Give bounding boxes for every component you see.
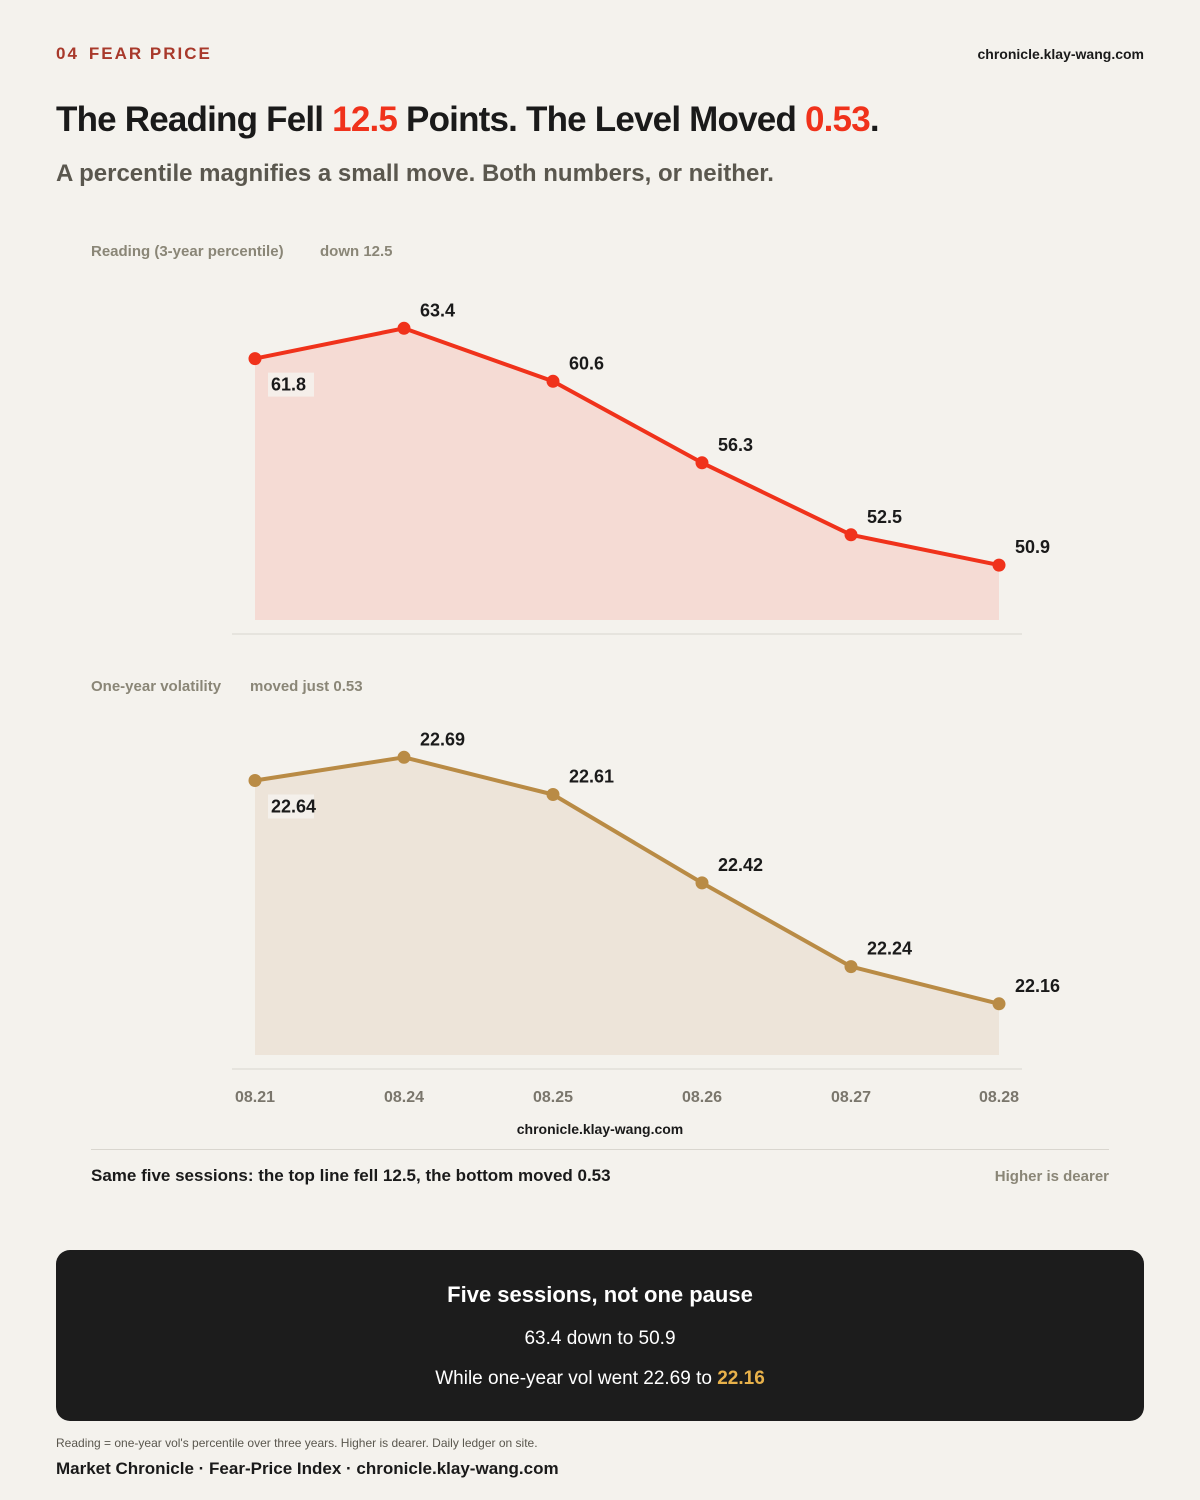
chart1-point-08.24 xyxy=(397,321,411,335)
charts-canvas: Reading (3-year percentile) down 12.5 61.8… xyxy=(91,243,1060,1137)
chart2-point-08.26 xyxy=(695,876,709,890)
chart1-title: Reading (3-year percentile) xyxy=(91,243,284,260)
chart1-label-bg xyxy=(268,372,314,397)
chart-caption: Same five sessions: the top line fell 12… xyxy=(91,1166,611,1185)
chart2-data-label-08.25: 22.61 xyxy=(569,767,614,787)
chart1-point-08.26 xyxy=(695,456,709,470)
chart2-data-label-08.21: 22.64 xyxy=(271,797,316,817)
caption-divider xyxy=(91,1149,1109,1150)
footer-credit: Market Chronicle · Fear-Price Index · ch… xyxy=(56,1459,559,1478)
x-tick-label-08.21: 08.21 xyxy=(235,1089,275,1106)
callout-title: Five sessions, not one pause xyxy=(447,1282,753,1307)
chart2-subtitle: moved just 0.53 xyxy=(250,678,363,695)
chart1-data-label-08.25: 60.6 xyxy=(569,353,604,373)
subhead: A percentile magnifies a small move. Bot… xyxy=(56,160,774,187)
chart2-series-line xyxy=(253,755,1001,1006)
chart2-data-label-08.28: 22.16 xyxy=(1015,976,1060,996)
x-tick-label-08.26: 08.26 xyxy=(682,1089,722,1106)
chart2-area xyxy=(255,757,999,1055)
chart1-area xyxy=(255,328,999,620)
section-kicker: 04 FEAR PRICE xyxy=(56,44,212,64)
chart1-point-08.27 xyxy=(844,528,858,542)
chart1-data-label-08.26: 56.3 xyxy=(718,435,753,455)
chart1-data-label-08.27: 52.5 xyxy=(867,507,902,527)
callout-reading-range: 63.4 down to 50.9 xyxy=(524,1328,676,1349)
chart2-title: One-year volatility xyxy=(91,678,222,695)
chart2-data-label-08.24: 22.69 xyxy=(420,729,465,749)
chart1-data-label-08.24: 63.4 xyxy=(420,300,455,320)
chart1-data-label-08.28: 50.9 xyxy=(1015,537,1050,557)
chart2-data-label-08.27: 22.24 xyxy=(867,939,912,959)
headline-part1: The Reading Fell xyxy=(56,100,333,139)
section-number: 04 xyxy=(56,44,79,63)
headline-part2: Points. The Level Moved xyxy=(397,100,805,139)
chart2-label-bg xyxy=(268,794,314,819)
section-label: FEAR PRICE xyxy=(88,44,212,63)
chart2-point-08.25 xyxy=(546,788,560,801)
x-tick-label-08.25: 08.25 xyxy=(533,1089,573,1106)
headline-highlight-reading: 12.5 xyxy=(332,100,398,139)
chart-caption-note: Higher is dearer xyxy=(994,1168,1109,1185)
chart1-series-line xyxy=(253,326,1001,568)
callout-vol-prefix: While one-year vol went 22.69 to xyxy=(435,1368,718,1389)
headline-part3: . xyxy=(869,100,880,139)
callout-vol-range: While one-year vol went 22.69 to 22.16 xyxy=(56,1368,1144,1390)
chart2-point-08.21 xyxy=(248,774,262,787)
chart1-data-label-08.21: 61.8 xyxy=(271,375,306,395)
site-url[interactable]: chronicle.klay-wang.com xyxy=(977,46,1145,62)
chart1-subtitle: down 12.5 xyxy=(320,243,393,260)
chart2-data-label-08.26: 22.42 xyxy=(718,855,763,875)
summary-callout: Five sessions, not one pause 63.4 down t… xyxy=(56,1250,1144,1421)
chart2-point-08.27 xyxy=(844,960,858,974)
chart1-point-08.25 xyxy=(546,374,560,388)
chart-site-watermark: chronicle.klay-wang.com xyxy=(517,1121,684,1137)
headline-highlight-level: 0.53 xyxy=(804,100,871,139)
chart2-point-08.24 xyxy=(397,750,411,764)
x-tick-label-08.24: 08.24 xyxy=(384,1089,424,1106)
footnote: Reading = one-year vol's percentile over… xyxy=(56,1436,538,1450)
headline: The Reading Fell 12.5 Points. The Level … xyxy=(56,100,880,140)
x-tick-label-08.28: 08.28 xyxy=(979,1089,1019,1106)
x-tick-label-08.27: 08.27 xyxy=(831,1089,871,1106)
chart1-point-08.28 xyxy=(992,558,1006,572)
chart2-point-08.28 xyxy=(992,997,1006,1011)
chart1-point-08.21 xyxy=(248,352,262,366)
callout-vol-end: 22.16 xyxy=(717,1368,765,1389)
